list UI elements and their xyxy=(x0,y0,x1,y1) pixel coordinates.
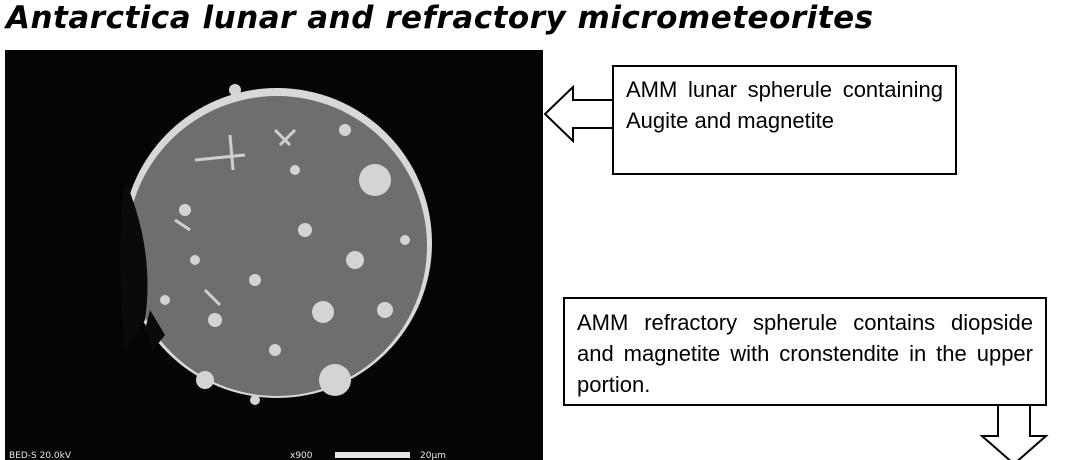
image-magnification: x900 xyxy=(290,451,313,460)
callout-lunar: AMM lunar spherule containing Augite and… xyxy=(612,65,957,175)
image-scale: 20µm xyxy=(420,451,446,460)
callout-refractory: AMM refractory spherule contains diopsid… xyxy=(563,297,1047,406)
sem-image: BED-S 20.0kV x900 20µm xyxy=(5,50,543,460)
down-arrow xyxy=(979,406,1049,460)
image-info: BED-S 20.0kV xyxy=(9,451,72,460)
slide-title: Antarctica lunar and refractory micromet… xyxy=(6,0,874,36)
left-arrow xyxy=(543,85,614,143)
